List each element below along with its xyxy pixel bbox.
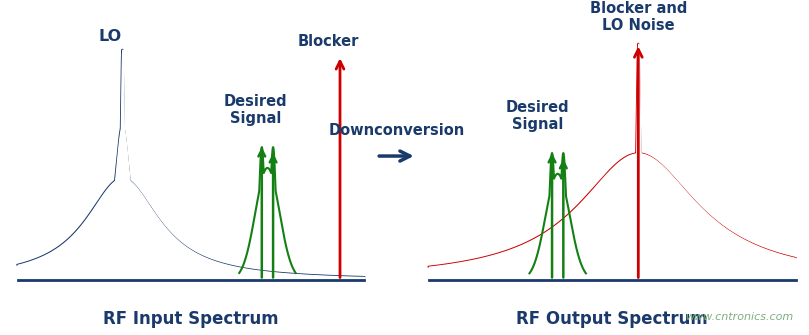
- Text: RF Output Spectrum: RF Output Spectrum: [516, 310, 708, 328]
- Text: Blocker and
LO Noise: Blocker and LO Noise: [590, 1, 687, 33]
- Text: Desired
Signal: Desired Signal: [506, 100, 570, 132]
- Text: RF Input Spectrum: RF Input Spectrum: [103, 310, 278, 328]
- Text: Blocker: Blocker: [297, 35, 358, 50]
- Text: Downconversion: Downconversion: [328, 123, 464, 138]
- Text: www.cntronics.com: www.cntronics.com: [685, 312, 793, 322]
- Text: LO: LO: [99, 28, 122, 44]
- Text: Desired
Signal: Desired Signal: [223, 94, 287, 126]
